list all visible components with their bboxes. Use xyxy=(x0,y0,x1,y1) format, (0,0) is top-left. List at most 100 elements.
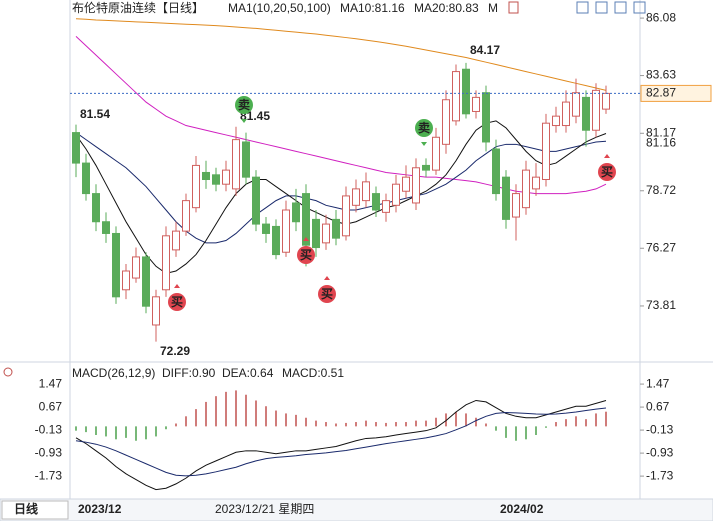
candle-body xyxy=(112,232,120,298)
toolbar-icons xyxy=(3,1,646,377)
tool-icon[interactable] xyxy=(576,1,589,14)
candle-body xyxy=(262,223,270,234)
signal-marker xyxy=(598,163,616,181)
candle-body xyxy=(202,171,210,181)
signal-marker xyxy=(415,119,433,137)
candle-body xyxy=(352,188,360,206)
candle-body xyxy=(132,256,140,279)
ma-line xyxy=(75,132,607,244)
last-price-label: 82.87 xyxy=(646,86,676,100)
candle-body xyxy=(182,200,190,232)
signal-label: 买 xyxy=(321,287,333,301)
signal-arrow xyxy=(241,119,247,123)
tool-icon[interactable] xyxy=(633,1,646,14)
signal-label: 买 xyxy=(300,248,312,262)
candle-body xyxy=(232,139,240,190)
y-tick-label: 0.67 xyxy=(646,399,670,413)
candle-body xyxy=(512,193,520,218)
candle-body xyxy=(142,256,150,307)
x-axis-label: 2023/12/21 星期四 xyxy=(215,502,314,516)
signal-marker xyxy=(168,293,186,311)
macd-line xyxy=(75,407,607,477)
y-tick-label-left: 0.67 xyxy=(39,399,63,413)
period-tag: 【日线】 xyxy=(156,1,204,15)
y-tick-label: 78.72 xyxy=(646,183,676,197)
candle-body xyxy=(172,230,180,251)
candle-body xyxy=(302,193,310,246)
candle-body xyxy=(222,169,230,185)
signal-label: 买 xyxy=(601,165,613,179)
candle-body xyxy=(392,183,400,206)
candle-body xyxy=(252,176,260,225)
settings-icon[interactable] xyxy=(3,367,13,377)
chart-title: 布伦特原油连续 xyxy=(72,0,156,15)
candle-body xyxy=(292,202,300,223)
candle-body xyxy=(332,218,340,239)
candle-body xyxy=(562,101,570,127)
extreme-label: 84.17 xyxy=(470,43,500,57)
candle-body xyxy=(162,235,170,291)
candle-body xyxy=(542,122,550,181)
macd-legend: DEA:0.64 xyxy=(222,366,274,380)
signal-arrow xyxy=(604,154,610,158)
extreme-label: 81.54 xyxy=(80,107,110,121)
candle-body xyxy=(102,221,110,234)
candle-body xyxy=(502,176,510,220)
y-tick-label: -0.93 xyxy=(646,445,674,459)
candle-body xyxy=(442,99,450,145)
last-price-box xyxy=(640,84,712,102)
period-button[interactable] xyxy=(1,500,69,520)
candle-body xyxy=(72,132,80,164)
indicator-legend: MA20:80.83 xyxy=(414,1,479,15)
y-tick-label: 1.47 xyxy=(646,376,670,390)
tool-icon[interactable] xyxy=(508,1,519,14)
signal-marker xyxy=(318,285,336,303)
signal-arrow xyxy=(174,284,180,288)
signal-arrow xyxy=(303,237,309,241)
candle-body xyxy=(322,223,330,244)
candle-body xyxy=(242,141,250,178)
signal-label: 买 xyxy=(171,295,183,309)
candle-body xyxy=(92,193,100,223)
candle-body xyxy=(532,176,540,190)
signal-arrow xyxy=(421,142,427,146)
candle-body xyxy=(312,218,320,249)
macd-title: MACD(26,12,9) xyxy=(72,366,155,380)
signal-marker xyxy=(297,246,315,264)
period-button-label: 日线 xyxy=(14,501,38,516)
candle-body xyxy=(482,92,490,143)
tool-icon[interactable] xyxy=(614,1,627,14)
ma-value-box xyxy=(641,136,691,151)
signal-label: 卖 xyxy=(418,120,430,135)
y-tick-label-left: -0.13 xyxy=(35,422,63,436)
candle-body xyxy=(412,167,420,204)
candle-body xyxy=(422,164,430,171)
ma-line xyxy=(75,36,607,195)
y-tick-label: 83.63 xyxy=(646,68,676,82)
candle-body xyxy=(272,225,280,256)
candle-body xyxy=(82,162,90,195)
y-tick-label: -0.13 xyxy=(646,422,674,436)
x-axis-label: 2023/12 xyxy=(78,502,122,516)
signal-label: 卖 xyxy=(238,97,250,112)
candle-body xyxy=(362,181,370,202)
candle-body xyxy=(462,68,470,115)
candle-body xyxy=(472,96,480,112)
y-tick-label: 76.27 xyxy=(646,240,676,254)
time-axis-bar xyxy=(0,498,713,521)
signal-marker xyxy=(235,96,253,114)
ma-value-label: 81.16 xyxy=(646,136,676,150)
indicator-legend: MA1(10,20,50,100) xyxy=(228,1,331,15)
candle-body xyxy=(522,169,530,209)
candle-body xyxy=(572,92,580,117)
y-tick-label-left: -0.93 xyxy=(35,445,63,459)
tool-icon[interactable] xyxy=(595,1,608,14)
x-axis-label: 2024/02 xyxy=(500,502,544,516)
macd-legend: DIFF:0.90 xyxy=(162,366,216,380)
extreme-label: 72.29 xyxy=(160,344,190,358)
y-tick-label: 86.08 xyxy=(646,10,676,24)
